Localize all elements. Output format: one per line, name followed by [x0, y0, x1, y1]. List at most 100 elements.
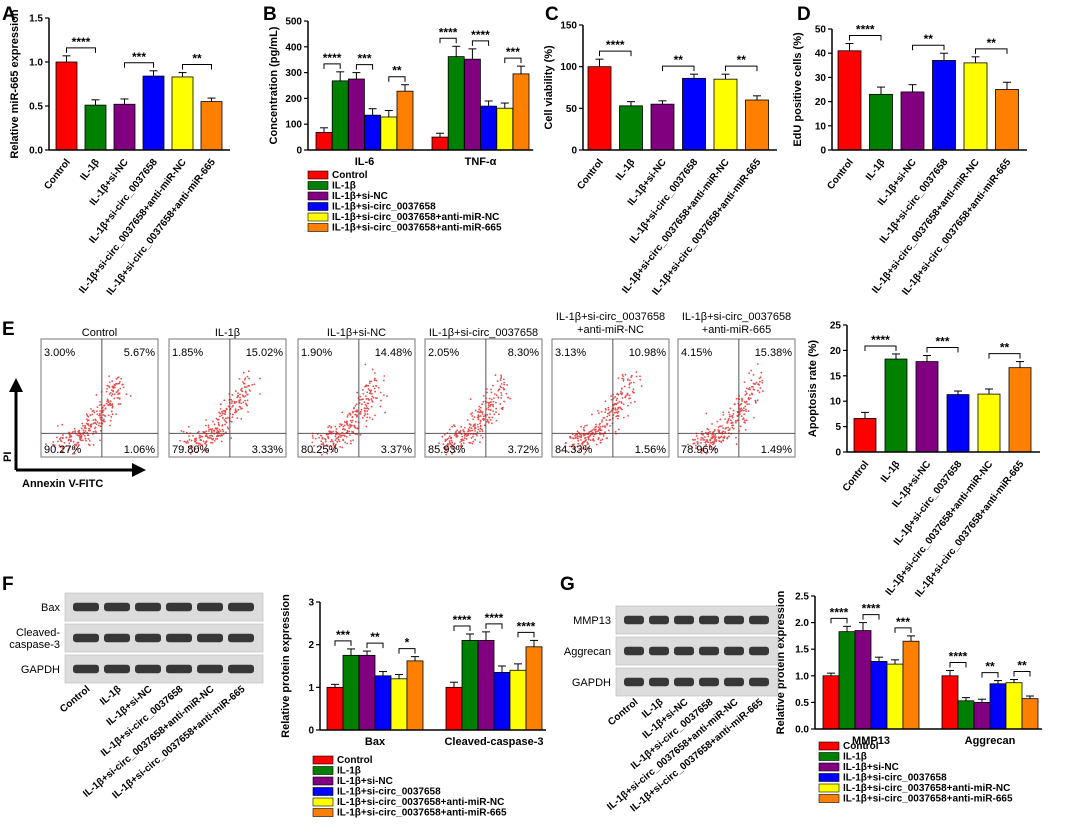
flow-dot: [597, 426, 600, 429]
flow-dot: [367, 408, 370, 410]
flow-dot: [465, 433, 468, 435]
flow-dot: [598, 428, 601, 430]
flow-dot: [69, 435, 72, 438]
flow-dot: [734, 420, 737, 422]
flow-dot: [573, 443, 575, 446]
legend-B: ControlIL-1βIL-1β+si-NCIL-1β+si-circ_003…: [307, 170, 502, 234]
flow-dot: [228, 393, 231, 395]
flow-dot: [88, 444, 91, 447]
flow-dot: [366, 407, 369, 409]
bar: [358, 654, 376, 731]
flow-dot: [241, 390, 243, 393]
sig-bracket: [894, 627, 912, 633]
blot-band: [104, 633, 130, 643]
flow-dot: [332, 450, 334, 452]
annexin-axis-arrow-head: [132, 463, 146, 477]
x-tick-label: IL-1β+si-circ_0037658+anti-miR-665: [105, 157, 218, 298]
quadrant-upper-right: 14.48%: [375, 347, 413, 359]
flow-dot: [486, 420, 488, 423]
flow-dot: [104, 407, 107, 410]
flow-dot: [58, 444, 61, 447]
flow-dot: [745, 387, 748, 390]
flow-dot: [737, 419, 739, 422]
chart-D: Control IL-1βIL-1β+si-NCIL-1β+si-circ_003…: [825, 23, 1027, 297]
flow-dot: [595, 423, 597, 426]
flow-dot: [322, 442, 324, 444]
flow-dot: [86, 418, 88, 421]
bar: [995, 89, 1019, 151]
flow-dot: [714, 451, 717, 454]
legend-label: Control: [337, 755, 373, 766]
flow-dot: [320, 440, 323, 443]
flow-dot: [45, 443, 47, 446]
flow-dot: [501, 408, 504, 411]
flow-dot: [370, 398, 373, 400]
flow-dot: [481, 436, 484, 439]
flow-dot: [728, 411, 730, 414]
flow-dot: [694, 444, 697, 447]
blot-band: [749, 677, 769, 687]
blot-band: [166, 633, 192, 643]
legend-label: IL-1β+si-circ_0037658+anti-miR-665: [332, 223, 502, 234]
flow-dot: [598, 437, 600, 439]
flow-dot: [603, 416, 606, 419]
flow-dot: [361, 416, 364, 419]
flow-dot: [87, 434, 90, 437]
flow-dot: [224, 409, 227, 412]
flow-dot: [479, 406, 482, 409]
flow-dot: [480, 411, 483, 413]
flow-dot: [745, 400, 748, 403]
flow-dot: [499, 403, 502, 405]
flow-dot: [583, 453, 585, 455]
legend-label: IL-1β+si-circ_0037658+anti-miR-665: [843, 794, 1013, 805]
flow-dot: [626, 379, 629, 381]
flow-dot: [92, 409, 95, 412]
flow-dot: [444, 446, 447, 449]
flow-dot: [496, 380, 499, 382]
flow-dot: [749, 388, 752, 391]
flow-dot: [712, 447, 715, 450]
flow-dot: [503, 381, 506, 384]
flow-dot: [362, 392, 365, 395]
flow-dot: [246, 375, 249, 378]
flow-dot: [631, 390, 634, 393]
bar: [886, 663, 904, 730]
flow-dot: [469, 398, 472, 401]
flow-dot: [314, 437, 317, 440]
flow-dot: [467, 430, 470, 432]
flow-dot: [112, 385, 115, 388]
flow-dot: [447, 447, 450, 450]
sig-bracket: [366, 642, 384, 649]
flow-dot: [206, 449, 209, 452]
flow-dot: [584, 448, 587, 451]
flow-dot: [630, 401, 632, 404]
flow-dot: [109, 424, 111, 427]
flow-dot: [612, 407, 615, 410]
flow-dot: [471, 412, 474, 414]
flow-dot: [214, 427, 217, 430]
legend-swatch: [818, 794, 840, 803]
x-group-label: TNF-α: [465, 156, 497, 168]
legend-F: ControlIL-1βIL-1β+si-NCIL-1β+si-circ_003…: [312, 755, 507, 819]
flow-dot: [59, 436, 62, 439]
flow-dot: [695, 447, 697, 450]
flow-dot: [714, 448, 717, 451]
flow-dot: [230, 402, 233, 405]
flow-dot: [209, 436, 211, 439]
flow-dot: [621, 392, 624, 394]
flow-dot: [492, 403, 495, 406]
flow-dot: [84, 424, 86, 427]
flow-dot: [330, 432, 333, 434]
flow-dot: [366, 413, 369, 415]
flow-dot: [87, 429, 90, 432]
legend-swatch: [818, 741, 840, 751]
flow-dot: [201, 444, 204, 447]
flow-dot: [329, 432, 332, 435]
flow-dot: [453, 425, 456, 428]
flow-dot: [231, 400, 234, 403]
flow-dot: [217, 435, 220, 438]
flow-dot: [453, 442, 456, 445]
flow-dot: [98, 404, 101, 407]
flow-dot: [92, 422, 95, 425]
legend-swatch: [818, 773, 840, 782]
